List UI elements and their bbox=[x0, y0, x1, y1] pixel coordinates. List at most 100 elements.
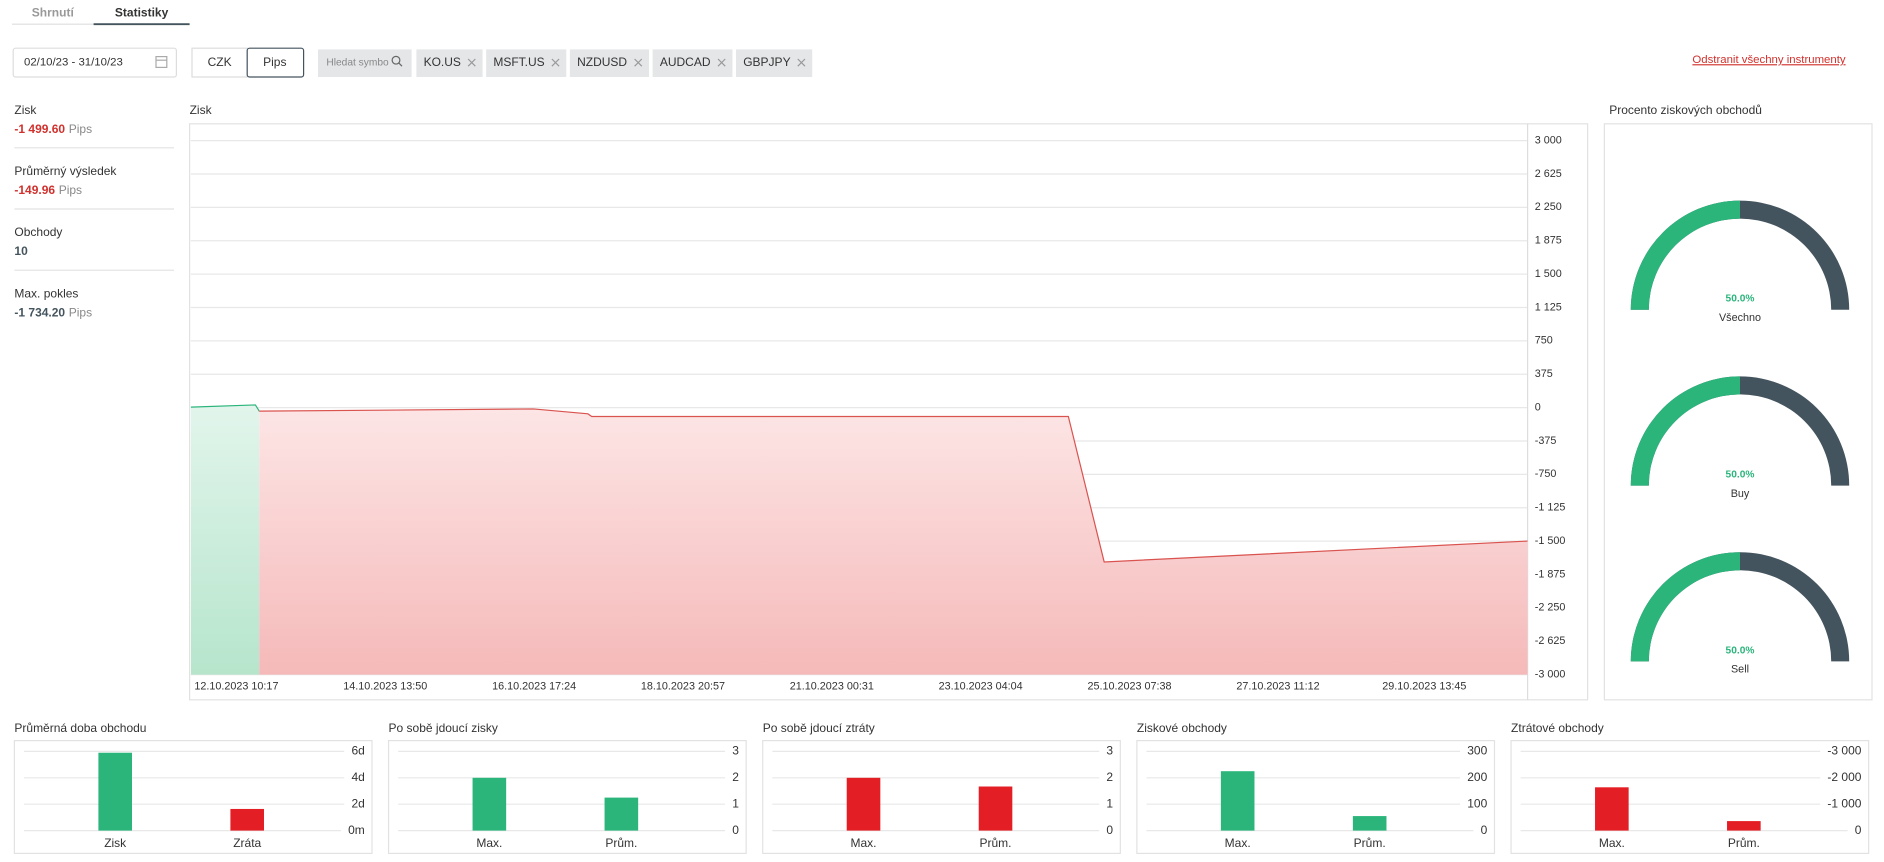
x-tick-label: 14.10.2023 13:50 bbox=[343, 680, 427, 692]
y-tick-label: -1 000 bbox=[1827, 796, 1861, 810]
stat-label: Max. pokles bbox=[14, 286, 78, 300]
gauge-value-label: 50.0% bbox=[1726, 469, 1755, 480]
chart-frame bbox=[13, 740, 373, 854]
chart-title: Zisk bbox=[190, 103, 213, 117]
y-tick-label: 0 bbox=[1106, 823, 1113, 837]
instrument-chip[interactable]: KO.US bbox=[416, 49, 483, 77]
y-tick-label: 750 bbox=[1535, 335, 1553, 347]
chart-title: Průměrná doba obchodu bbox=[14, 721, 146, 735]
bar bbox=[1727, 821, 1761, 831]
profit-line bbox=[259, 408, 1528, 563]
y-tick-label: 1 bbox=[1106, 796, 1113, 810]
y-tick-label: -750 bbox=[1535, 468, 1557, 480]
bar bbox=[98, 752, 132, 831]
stat-label: Obchody bbox=[14, 225, 62, 239]
x-tick-label: 27.10.2023 11:12 bbox=[1236, 680, 1319, 692]
gain-area bbox=[190, 404, 260, 675]
stat-value: -1 499.60 bbox=[14, 122, 65, 136]
chip-remove-icon[interactable] bbox=[717, 58, 726, 67]
y-tick-label: 0 bbox=[1535, 401, 1541, 413]
gauge-label: Buy bbox=[1731, 488, 1750, 500]
y-tick-label: -2 000 bbox=[1827, 770, 1861, 784]
bar bbox=[1595, 787, 1629, 831]
search-icon bbox=[391, 55, 403, 67]
y-tick-label: 100 bbox=[1467, 796, 1487, 810]
instrument-chip[interactable]: AUDCAD bbox=[652, 49, 733, 77]
bar bbox=[472, 777, 507, 831]
x-tick-label: Zráta bbox=[233, 836, 261, 850]
chip-label: KO.US bbox=[424, 55, 461, 69]
chip-bg bbox=[736, 49, 813, 77]
stat-value: -149.96 bbox=[14, 183, 55, 197]
instrument-chip[interactable]: GBPJPY bbox=[736, 49, 813, 77]
chart-frame bbox=[1510, 740, 1870, 854]
y-tick-label: 1 bbox=[732, 796, 739, 810]
y-tick-label: 0 bbox=[1481, 823, 1488, 837]
bar bbox=[604, 797, 639, 831]
x-tick-label: Prům. bbox=[605, 836, 637, 850]
calendar-icon[interactable] bbox=[155, 56, 168, 69]
chart-title: Procento ziskových obchodů bbox=[1609, 103, 1762, 117]
x-tick-label: Max. bbox=[851, 836, 877, 850]
y-tick-label: 3 000 bbox=[1535, 134, 1562, 146]
y-tick-label: -3 000 bbox=[1827, 744, 1861, 758]
stat-value: 10 bbox=[14, 244, 28, 258]
instrument-chip[interactable]: MSFT.US bbox=[486, 49, 567, 77]
gauge-value bbox=[1630, 200, 1740, 310]
chip-label: MSFT.US bbox=[493, 55, 544, 69]
stat-value-line: -1 734.20 Pips bbox=[14, 306, 92, 320]
chip-remove-icon[interactable] bbox=[797, 58, 806, 67]
stat-unit: Pips bbox=[59, 183, 82, 197]
date-input[interactable] bbox=[12, 47, 177, 78]
y-tick-label: -1 875 bbox=[1535, 568, 1566, 580]
x-tick-label: Prům. bbox=[1728, 836, 1760, 850]
x-tick-label: 16.10.2023 17:24 bbox=[492, 680, 576, 692]
x-tick-label: Prům. bbox=[1354, 836, 1386, 850]
tab[interactable]: Shrnutí bbox=[32, 6, 75, 20]
chip-remove-icon[interactable] bbox=[634, 58, 643, 67]
y-tick-label: 1 500 bbox=[1535, 268, 1562, 280]
remove-all-link[interactable]: Odstranit všechny instrumenty bbox=[1692, 54, 1846, 66]
gauge-value bbox=[1630, 376, 1740, 486]
gauge-value-label: 50.0% bbox=[1726, 294, 1755, 305]
y-tick-label: 2 250 bbox=[1535, 201, 1562, 213]
y-tick-label: 375 bbox=[1535, 368, 1553, 380]
y-tick-label: 300 bbox=[1467, 744, 1487, 758]
y-tick-label: -375 bbox=[1535, 435, 1557, 447]
unit-label: Pips bbox=[263, 55, 286, 69]
x-tick-label: 18.10.2023 20:57 bbox=[641, 680, 725, 692]
unit-button[interactable] bbox=[246, 47, 305, 78]
y-tick-label: -1 125 bbox=[1535, 502, 1566, 514]
instrument-chip[interactable]: NZDUSD bbox=[569, 49, 650, 77]
gauge-label: Všechno bbox=[1719, 312, 1761, 324]
date-range: 02/10/23 - 31/10/23 bbox=[24, 57, 123, 69]
bar bbox=[230, 808, 264, 831]
chart-title: Po sobě jdoucí ztráty bbox=[763, 721, 875, 735]
gauge-value-label: 50.0% bbox=[1726, 645, 1755, 656]
y-tick-label: 2d bbox=[351, 796, 364, 810]
x-tick-label: 29.10.2023 13:45 bbox=[1382, 680, 1466, 692]
bar bbox=[846, 777, 881, 831]
stat-value-line: -1 499.60 Pips bbox=[14, 122, 92, 136]
chip-remove-icon[interactable] bbox=[467, 58, 476, 67]
chip-bg bbox=[569, 49, 650, 77]
stat-value-line: 10 bbox=[14, 244, 28, 258]
x-tick-label: Max. bbox=[476, 836, 502, 850]
y-tick-label: 2 bbox=[1106, 770, 1113, 784]
y-tick-label: 3 bbox=[732, 744, 739, 758]
y-tick-label: 4d bbox=[351, 770, 364, 784]
search-box[interactable] bbox=[318, 49, 412, 77]
stat-label: Průměrný výsledek bbox=[14, 164, 117, 178]
tab[interactable]: Statistiky bbox=[115, 6, 169, 20]
chart-title: Ziskové obchody bbox=[1137, 721, 1227, 735]
unit-button[interactable] bbox=[191, 47, 248, 78]
stat-label: Zisk bbox=[14, 103, 37, 117]
x-tick-label: Max. bbox=[1225, 836, 1251, 850]
chip-remove-icon[interactable] bbox=[551, 58, 560, 67]
chart-frame bbox=[762, 740, 1121, 854]
y-tick-label: 1 875 bbox=[1535, 235, 1562, 247]
chip-bg bbox=[652, 49, 733, 77]
x-tick-label: 21.10.2023 00:31 bbox=[790, 680, 874, 692]
